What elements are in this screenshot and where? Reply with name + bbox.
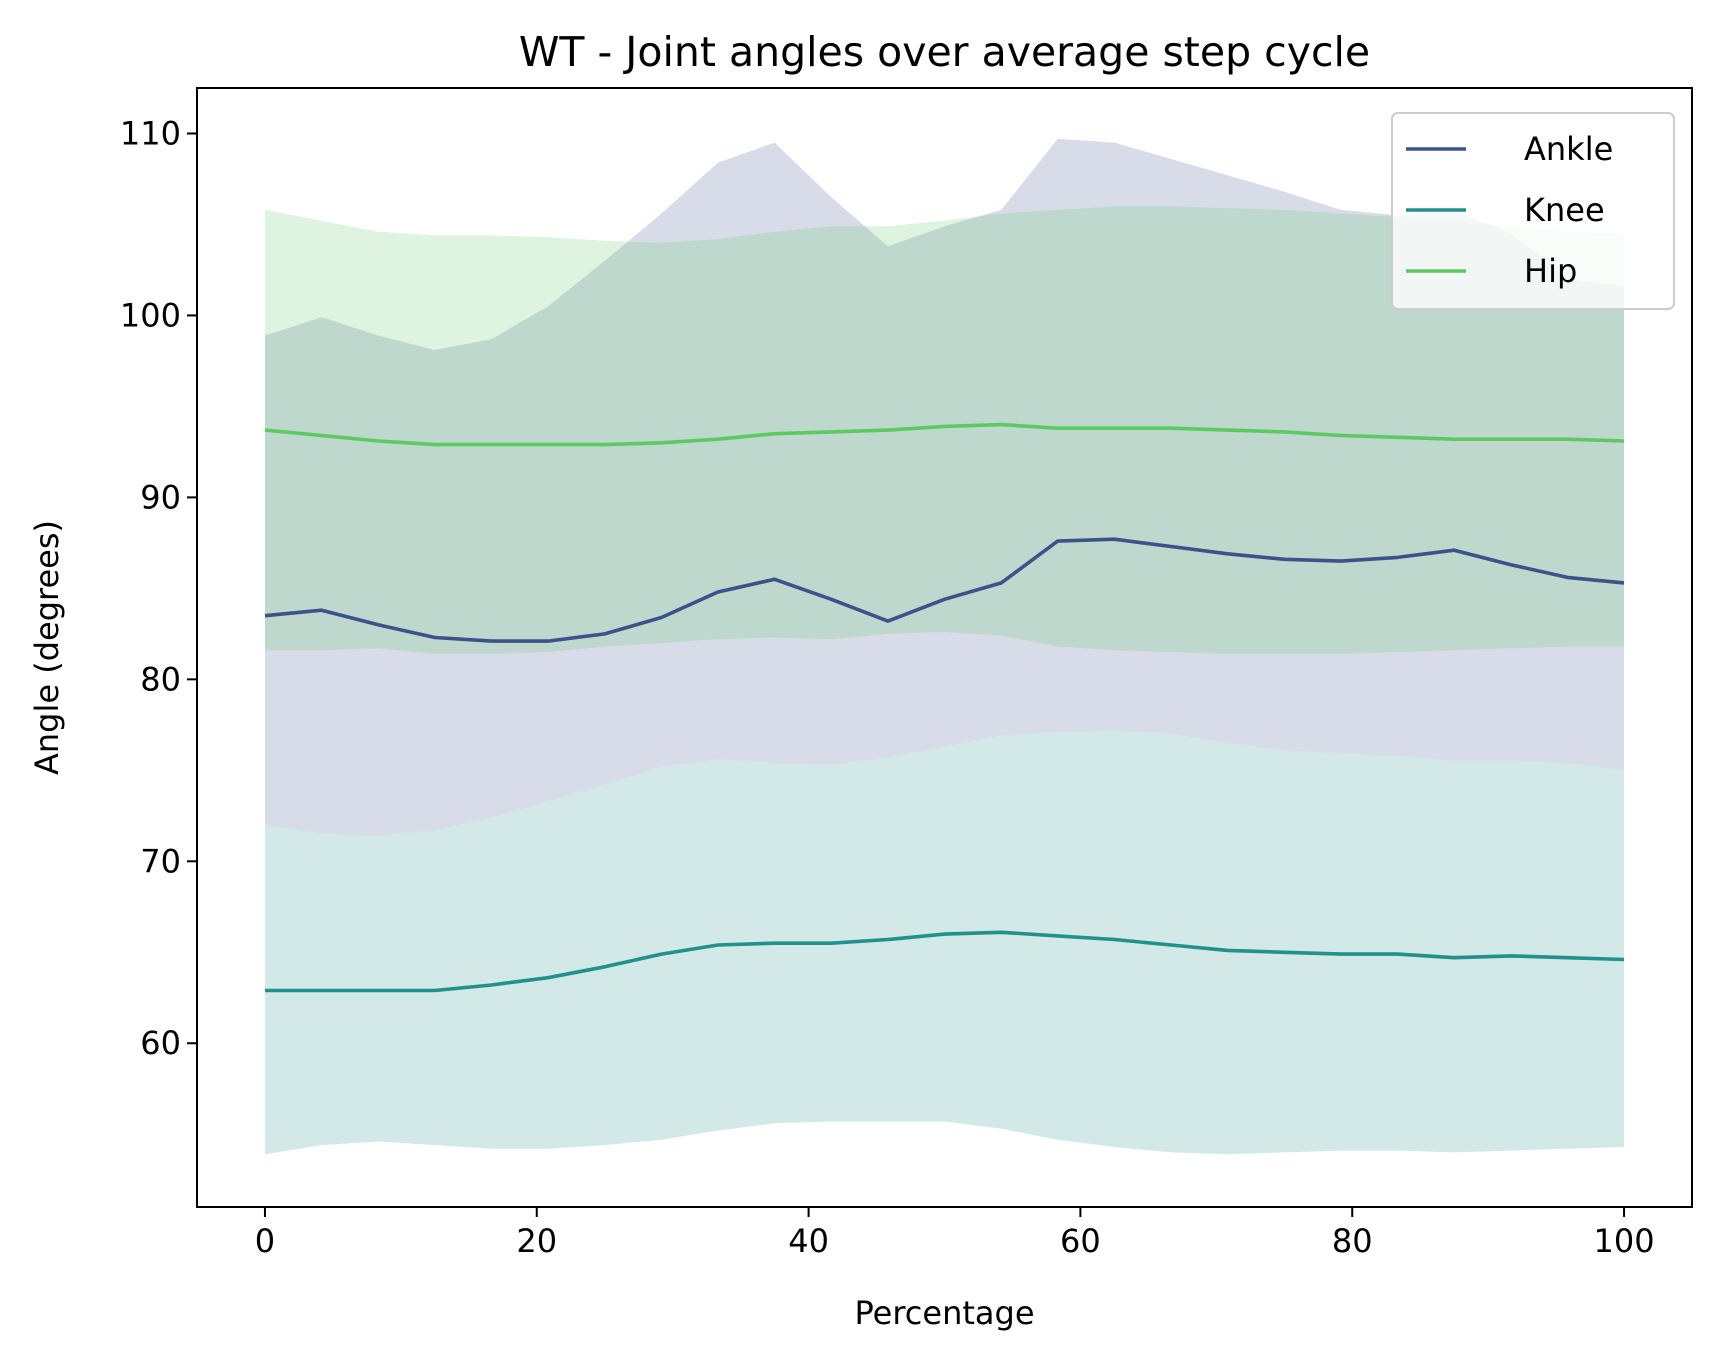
y-tick-label: 60 bbox=[140, 1024, 181, 1062]
line-ankle bbox=[264, 537, 1625, 643]
x-tick-label: 40 bbox=[788, 1222, 829, 1260]
x-tick-label: 100 bbox=[1594, 1222, 1655, 1260]
y-tick-label: 90 bbox=[140, 478, 181, 516]
band-hip bbox=[265, 206, 1624, 654]
y-tick-label: 70 bbox=[140, 842, 181, 880]
x-axis: 0 20 40 60 80 100 bbox=[255, 1207, 1655, 1260]
legend-label-hip: Hip bbox=[1524, 252, 1577, 290]
plot-frame bbox=[196, 87, 1693, 1208]
x-axis-label: Percentage bbox=[854, 1294, 1034, 1332]
x-tick-label: 0 bbox=[255, 1222, 275, 1260]
y-axis: 60 70 80 90 100 110 bbox=[120, 114, 197, 1062]
line-knee bbox=[265, 930, 1625, 993]
y-tick-label: 110 bbox=[120, 114, 181, 152]
legend-box bbox=[1391, 112, 1675, 310]
legend: Ankle Knee Hip bbox=[1391, 112, 1675, 310]
y-tick-label: 80 bbox=[140, 660, 181, 698]
band-ankle bbox=[265, 138, 1624, 836]
x-tick-label: 60 bbox=[1060, 1222, 1101, 1260]
chart-title: WT - Joint angles over average step cycl… bbox=[519, 28, 1370, 76]
legend-label-knee: Knee bbox=[1524, 191, 1605, 229]
x-tick-label: 20 bbox=[516, 1222, 557, 1260]
confidence-bands bbox=[265, 138, 1624, 1155]
y-axis-label: Angle (degrees) bbox=[28, 520, 66, 775]
band-knee bbox=[265, 730, 1624, 1155]
x-tick-label: 80 bbox=[1332, 1222, 1373, 1260]
legend-label-ankle: Ankle bbox=[1524, 130, 1613, 168]
line-hip bbox=[264, 422, 1625, 447]
series-lines bbox=[264, 422, 1625, 993]
y-tick-label: 100 bbox=[120, 296, 181, 334]
